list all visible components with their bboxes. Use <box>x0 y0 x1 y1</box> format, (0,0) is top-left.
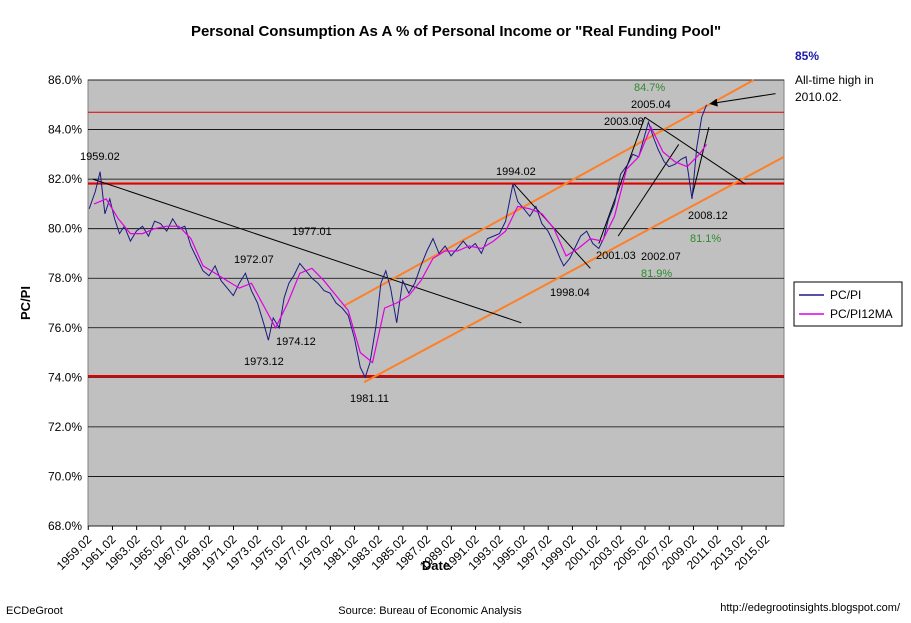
annotation-2010-02: 2010.02. <box>795 90 842 104</box>
gridlines <box>88 79 784 527</box>
y-tick-label: 72.0% <box>48 420 82 434</box>
annotation-1972-07: 1972.07 <box>234 254 274 266</box>
trend-line-2005 <box>644 116 746 185</box>
channel-upper <box>344 79 755 307</box>
annotation-2005-04: 2005.04 <box>631 99 671 111</box>
annotation-81-9: 81.9% <box>641 268 672 280</box>
legend-label-pc-pi-12ma: PC/PI12MA <box>830 307 893 321</box>
footer-author: ECDeGroot <box>6 605 63 617</box>
trend-line-2008 <box>691 126 710 197</box>
y-tick-label: 76.0% <box>48 321 82 335</box>
trend-line-2002 <box>617 144 680 237</box>
legend-box <box>793 281 903 327</box>
y-tick-label: 74.0% <box>48 370 82 384</box>
annotation-1973-12: 1973.12 <box>244 356 284 368</box>
y-axis-title: PC/PI <box>18 286 33 320</box>
all-time-high-arrow <box>709 93 776 107</box>
y-tick-label: 82.0% <box>48 172 82 186</box>
annotation-85: 85% <box>795 49 819 63</box>
annotation-1994-02: 1994.02 <box>496 166 536 178</box>
y-tick-label: 78.0% <box>48 271 82 285</box>
y-tick-label: 86.0% <box>48 73 82 87</box>
annotation-all-time-high: All-time high in <box>795 73 874 87</box>
trend-line-2001 <box>598 116 646 244</box>
y-tick-label: 68.0% <box>48 519 82 533</box>
annotation-81-1: 81.1% <box>690 233 721 245</box>
series-pc-pi-line <box>88 104 707 379</box>
trend-line-long <box>92 178 522 324</box>
annotation-2008-12: 2008.12 <box>688 210 728 222</box>
y-tick-label: 80.0% <box>48 222 82 236</box>
plot-area <box>87 79 785 527</box>
annotation-2002-07: 2002.07 <box>641 251 681 263</box>
y-axis-ticks: 68.0% 70.0% 72.0% 74.0% 76.0% 78.0% 80.0% 82.0%… <box>48 73 82 533</box>
footer-source: Source: Bureau of Economic Analysis <box>338 605 522 617</box>
series-pc-pi-12ma-line <box>93 125 707 364</box>
y-tick-label: 70.0% <box>48 469 82 483</box>
annotation-1959-02: 1959.02 <box>80 151 120 163</box>
legend: PC/PI PC/PI12MA <box>793 281 903 327</box>
chart-title: Personal Consumption As A % of Personal … <box>191 23 721 40</box>
annotation-84-7: 84.7% <box>634 82 665 94</box>
x-axis-title: Date <box>422 558 450 573</box>
x-axis-ticks: 1959.021961.021963.021965.021967.021969.… <box>54 526 772 573</box>
footer-url: http://edegrootinsights.blogspot.com/ <box>720 602 901 614</box>
annotation-1977-01: 1977.01 <box>292 226 332 238</box>
annotation-1981-11: 1981.11 <box>350 393 389 405</box>
legend-label-pc-pi: PC/PI <box>830 288 861 302</box>
annotation-2003-08: 2003.08 <box>604 116 644 128</box>
annotation-1974-12: 1974.12 <box>276 336 316 348</box>
channel-lower <box>363 155 785 384</box>
annotation-2001-03: 2001.03 <box>596 250 636 262</box>
annotation-1998-04: 1998.04 <box>550 287 590 299</box>
y-tick-label: 84.0% <box>48 123 82 137</box>
